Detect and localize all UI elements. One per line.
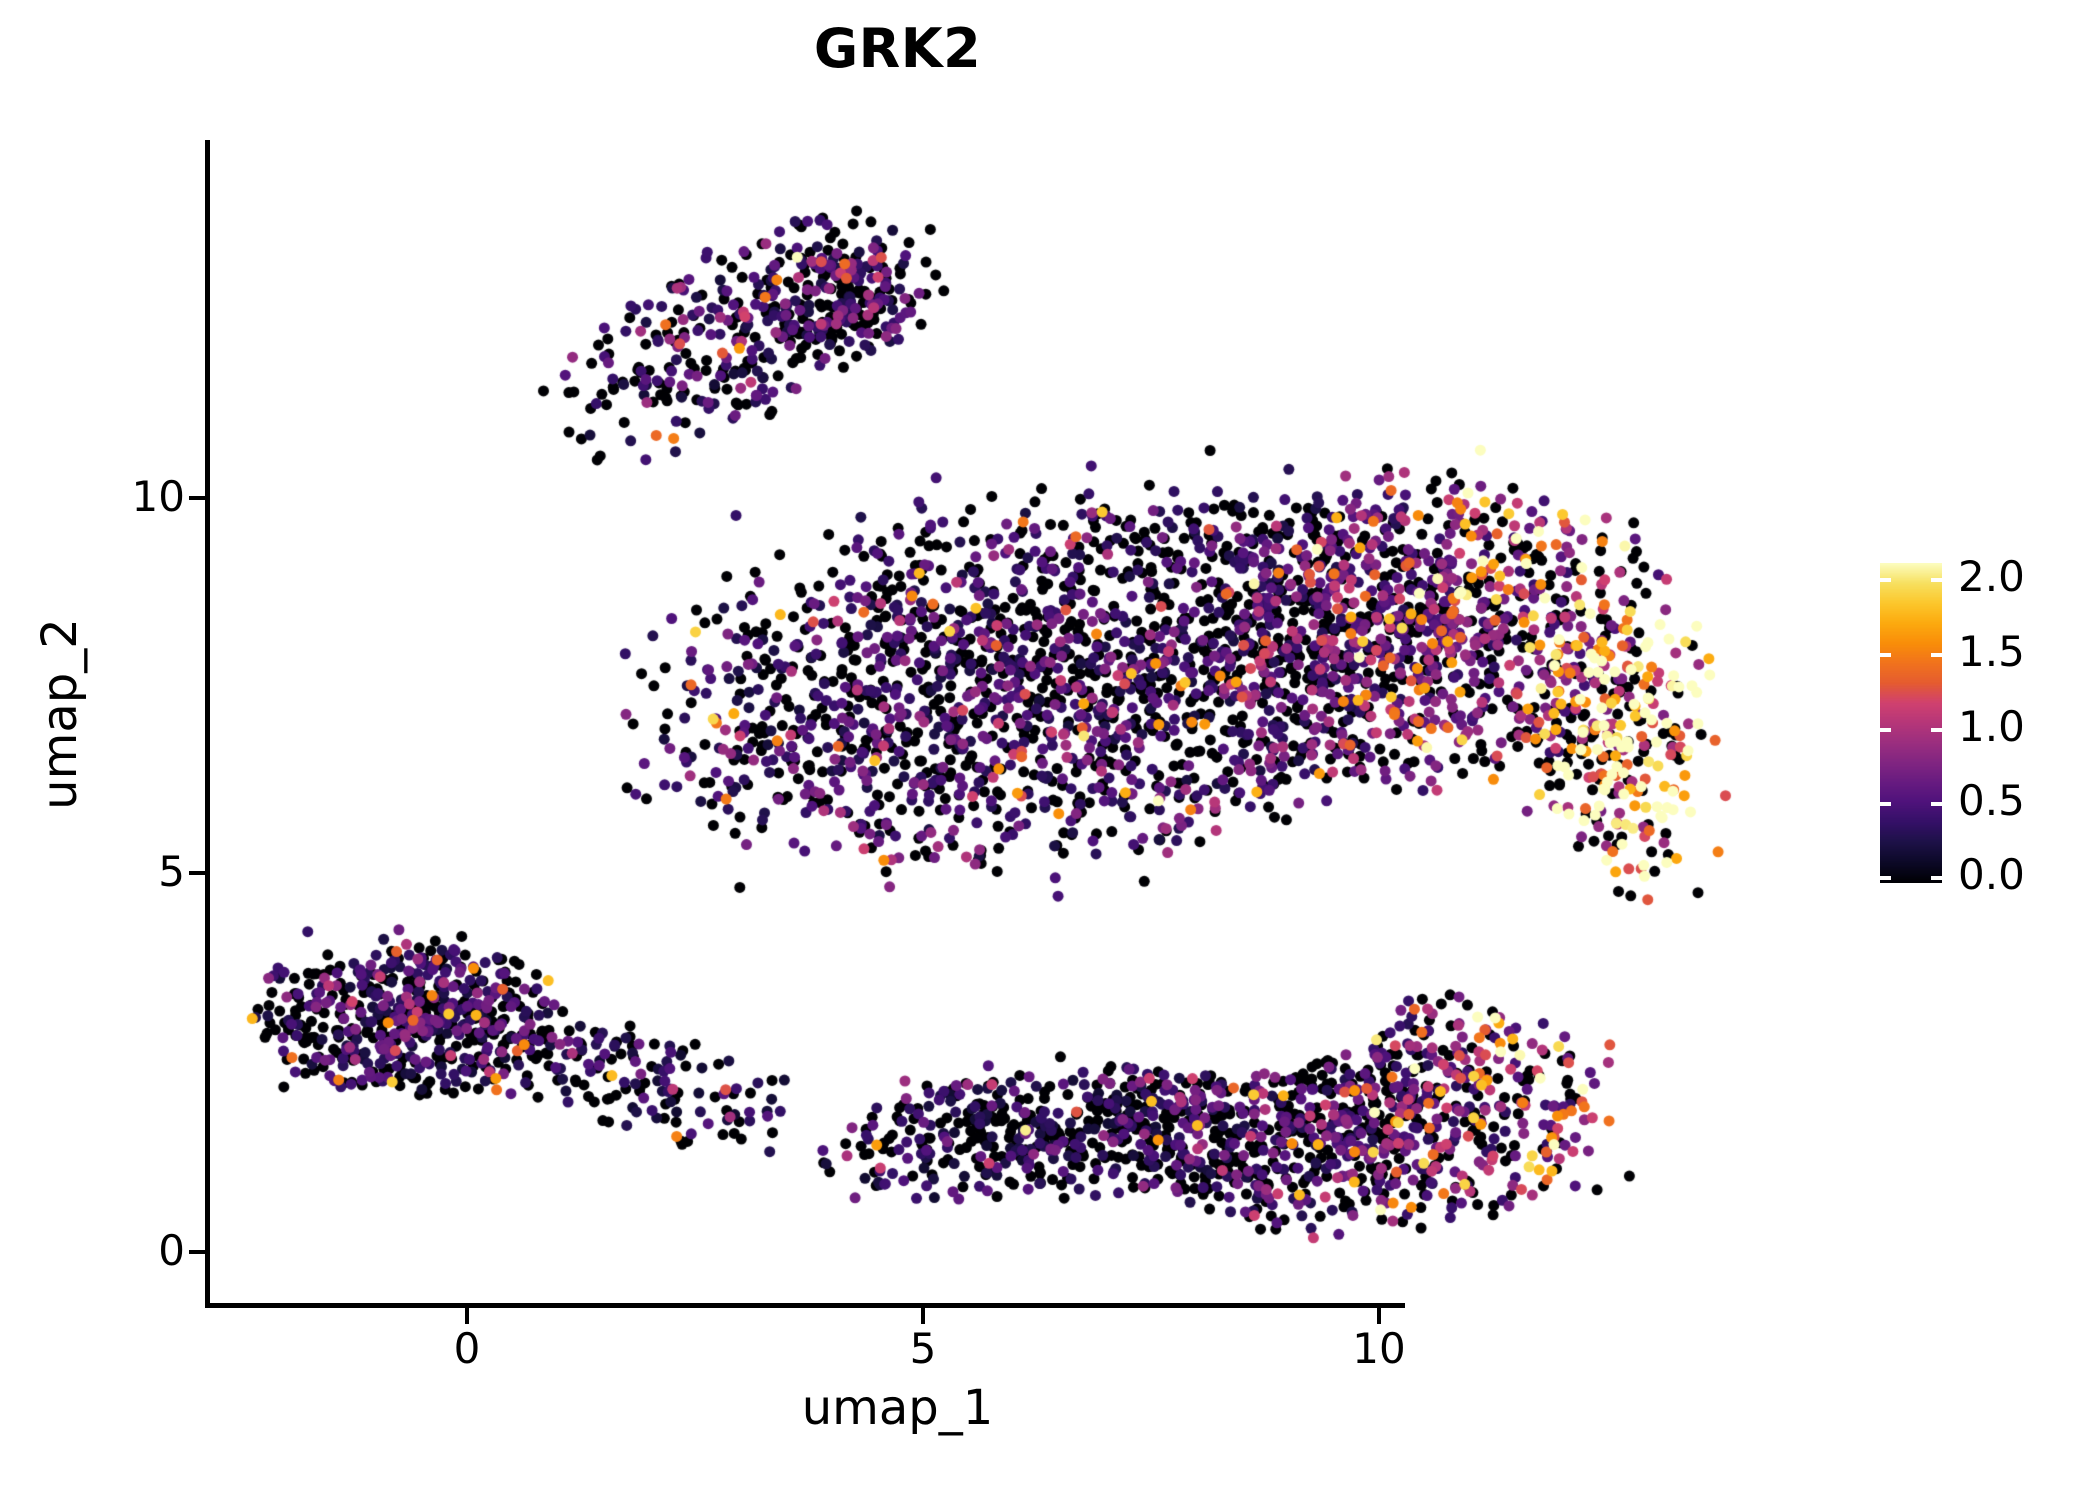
- colorbar-tick-mark: [1880, 802, 1891, 806]
- colorbar[interactable]: 2.0 1.5 1.0 0.5 0.0: [1880, 556, 2025, 896]
- x-tick-label: 5: [909, 1324, 937, 1373]
- colorbar-tick-mark: [1880, 876, 1891, 880]
- colorbar-tick-label: 2.0: [1958, 552, 2025, 601]
- y-tick-mark: [189, 1250, 205, 1254]
- umap-scatter-canvas: [210, 140, 1803, 1305]
- y-tick-mark: [189, 871, 205, 875]
- colorbar-tick-mark: [1931, 578, 1942, 582]
- colorbar-tick-mark: [1880, 653, 1891, 657]
- x-tick-label: 10: [1352, 1324, 1406, 1373]
- y-axis-label: umap_2: [32, 618, 88, 810]
- x-tick-mark: [921, 1308, 925, 1324]
- y-tick-label: 0: [158, 1226, 185, 1275]
- x-axis-label: umap_1: [801, 1380, 994, 1436]
- x-axis-spine: [205, 1303, 1405, 1308]
- page-title: GRK2: [813, 17, 982, 80]
- colorbar-tick-mark: [1880, 578, 1891, 582]
- colorbar-tick-mark: [1931, 728, 1942, 732]
- colorbar-tick-mark: [1880, 728, 1891, 732]
- y-tick-label: 10: [131, 472, 185, 521]
- x-tick-label: 0: [453, 1324, 481, 1373]
- colorbar-tick-label: 0.0: [1958, 850, 2025, 899]
- y-tick-mark: [189, 496, 205, 500]
- colorbar-tick-label: 1.5: [1958, 627, 2025, 676]
- colorbar-gradient: [1880, 563, 1942, 883]
- colorbar-tick-mark: [1931, 653, 1942, 657]
- colorbar-tick-mark: [1931, 876, 1942, 880]
- y-tick-label: 5: [158, 847, 185, 896]
- colorbar-tick-label: 1.0: [1958, 702, 2025, 751]
- y-axis-spine: [205, 140, 210, 1308]
- colorbar-tick-mark: [1931, 802, 1942, 806]
- x-tick-mark: [465, 1308, 469, 1324]
- x-tick-mark: [1377, 1308, 1381, 1324]
- colorbar-tick-label: 0.5: [1958, 776, 2025, 825]
- plot-area: [210, 140, 1803, 1305]
